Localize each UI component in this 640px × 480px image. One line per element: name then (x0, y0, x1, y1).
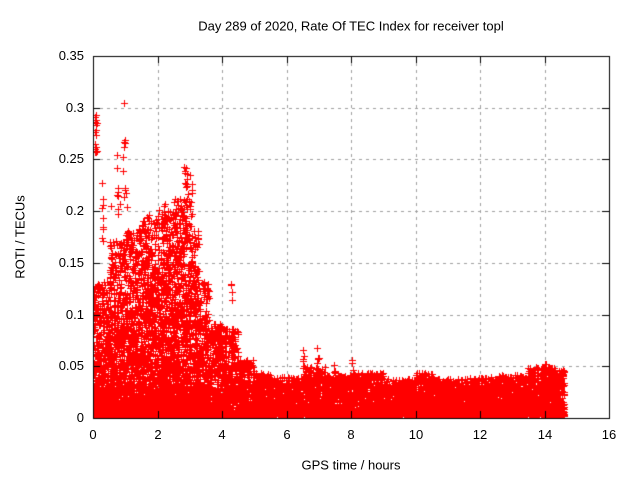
chart-title: Day 289 of 2020, Rate Of TEC Index for r… (198, 18, 504, 34)
x-tick-label: 0 (89, 427, 97, 442)
x-tick-label: 14 (537, 427, 553, 442)
x-tick-label: 10 (408, 427, 424, 442)
y-tick-label: 0.05 (58, 358, 84, 373)
x-tick-label: 12 (472, 427, 488, 442)
x-tick-label: 16 (601, 427, 617, 442)
x-axis-label: GPS time / hours (301, 457, 401, 473)
y-tick-label: 0.2 (65, 203, 84, 218)
y-tick-label: 0.25 (58, 151, 84, 166)
y-tick-label: 0.3 (65, 100, 84, 115)
x-tick-label: 2 (154, 427, 162, 442)
x-tick-label: 6 (283, 427, 291, 442)
y-tick-label: 0 (76, 410, 84, 425)
x-tick-label: 8 (347, 427, 355, 442)
y-tick-label: 0.15 (58, 255, 84, 270)
x-tick-label: 4 (218, 427, 226, 442)
y-tick-label: 0.35 (58, 48, 84, 63)
y-tick-label: 0.1 (65, 307, 84, 322)
